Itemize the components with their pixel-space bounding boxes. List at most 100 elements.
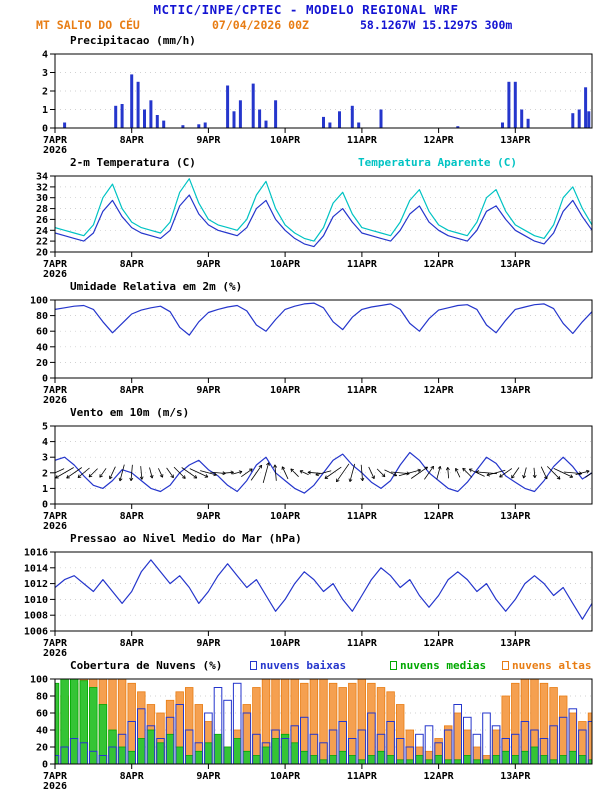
cloud-bar-outline <box>290 725 299 764</box>
cloud-bar <box>559 755 568 764</box>
cloud-bar <box>530 679 539 764</box>
x-tick-label: 11APR <box>347 511 378 522</box>
cloud-bar <box>491 755 501 764</box>
wind-arrow-head <box>299 470 303 474</box>
cloud-bar-outline <box>405 746 415 764</box>
wind-arrow <box>109 466 116 480</box>
cloud-bar <box>223 746 232 764</box>
wind-arrow <box>563 471 582 474</box>
wind-arrow <box>424 465 434 480</box>
wind-arrow <box>499 468 513 478</box>
wind-arrow-head <box>250 468 253 472</box>
wind-arrow-head <box>447 467 450 471</box>
cloud-bar <box>98 704 108 764</box>
wind-arrow <box>349 463 356 482</box>
cloud-bar <box>117 679 127 764</box>
cloud-bar-outline <box>117 733 127 764</box>
y-tick-label: 80 <box>36 692 48 703</box>
wind-arrow <box>315 470 332 476</box>
wind-arrow <box>368 466 375 479</box>
low-clouds-label: nuvens baixas <box>260 659 347 672</box>
x-year-label: 2026 <box>43 145 67 156</box>
cloud-bar <box>386 755 395 764</box>
pressure-title: Pressao ao Nivel Medio do Mar (hPa) <box>70 532 302 545</box>
y-tick-label: 1006 <box>24 627 48 638</box>
cloud-bar <box>472 759 482 764</box>
wind-arrow-head <box>195 475 198 479</box>
cloud-bar <box>117 746 127 764</box>
cloud-bar-outline <box>261 742 271 764</box>
cloud-bar <box>367 682 376 764</box>
y-tick-label: 24 <box>36 226 48 237</box>
cloud-bar <box>357 679 366 764</box>
y-tick-label: 0 <box>42 124 48 135</box>
wind-arrow-head <box>77 474 80 478</box>
wind-arrow <box>158 468 163 478</box>
plot-frame <box>54 175 593 253</box>
cloud-bar <box>463 755 472 764</box>
cloud-bar-outline <box>194 742 204 764</box>
x-tick-label: 7APR <box>43 259 68 270</box>
wind-arrow <box>360 464 363 481</box>
wind-arrow <box>274 464 277 481</box>
wind-arrow-head <box>118 477 121 482</box>
x-tick-label: 9APR <box>196 385 221 396</box>
x-tick-label: 11APR <box>347 771 378 782</box>
wind-arrow <box>299 470 309 476</box>
cloud-bar-outline <box>367 712 376 764</box>
wind-arrow <box>336 463 350 483</box>
legend-mid-clouds: nuvens medias <box>390 659 486 672</box>
panel-humidity: Umidade Relativa em 2m (%) 0 20 40 60 80 100 7… <box>0 280 612 406</box>
y-tick-label: 22 <box>36 237 48 248</box>
clouds-title-row: Cobertura de Nuvens (%) nuvens baixas nu… <box>0 659 612 674</box>
precip-bar <box>571 113 575 128</box>
cloud-bar <box>357 759 366 764</box>
x-tick-label: 11APR <box>347 385 378 396</box>
wind-arrow-head <box>230 470 234 473</box>
cloud-bar <box>309 755 319 764</box>
x-tick-label: 7APR <box>43 511 68 522</box>
cloud-bar-outline <box>98 755 108 764</box>
cloud-bar <box>127 750 136 764</box>
panel-clouds: Cobertura de Nuvens (%) nuvens baixas nu… <box>0 659 612 792</box>
wind-arrow-head <box>455 467 459 471</box>
cloud-bar <box>194 704 203 764</box>
x-tick-label: 10APR <box>270 385 301 396</box>
wind-arrow-head <box>238 470 243 472</box>
wind-arrow-head <box>445 467 449 471</box>
x-tick-label: 9APR <box>196 638 221 649</box>
wind-arrow-head <box>151 474 154 479</box>
wind-arrow-head <box>274 464 278 468</box>
wind-arrow-head <box>170 476 174 479</box>
cloud-bar <box>405 759 414 764</box>
precip-bar <box>226 85 230 128</box>
precip-bar <box>162 120 166 128</box>
cloud-bar-outline <box>395 738 405 764</box>
plot-content <box>55 559 592 620</box>
wind-arrow-head <box>597 468 598 471</box>
cloud-bar <box>453 759 462 764</box>
precip-bar <box>232 111 236 128</box>
cloud-bar-outline <box>242 712 252 764</box>
cloud-bar-outline <box>223 699 232 764</box>
wind-arrow <box>376 468 386 477</box>
cloud-bar <box>587 712 592 764</box>
cloud-bar-outline <box>146 725 156 764</box>
page-title: MCTIC/INPE/CPTEC - MODELO REGIONAL WRF <box>153 2 459 17</box>
x-tick-label: 12APR <box>424 135 455 146</box>
wind-arrow-head <box>417 468 421 471</box>
y-tick-label: 0 <box>42 374 48 385</box>
cloud-bar-outline <box>79 742 89 764</box>
precip-bar <box>338 111 341 128</box>
cloud-bar-outline <box>539 738 549 764</box>
wind-arrow-head <box>290 468 294 471</box>
cloud-bar-outline <box>55 755 60 764</box>
wind-arrow-head <box>578 473 582 476</box>
cloud-bar <box>309 679 319 764</box>
cloud-bar-outline <box>511 733 520 764</box>
cloud-bar <box>539 682 549 764</box>
wind-arrow-head <box>349 479 353 482</box>
wind-arrow-head <box>214 472 217 476</box>
y-tick-label: 40 <box>36 726 48 737</box>
